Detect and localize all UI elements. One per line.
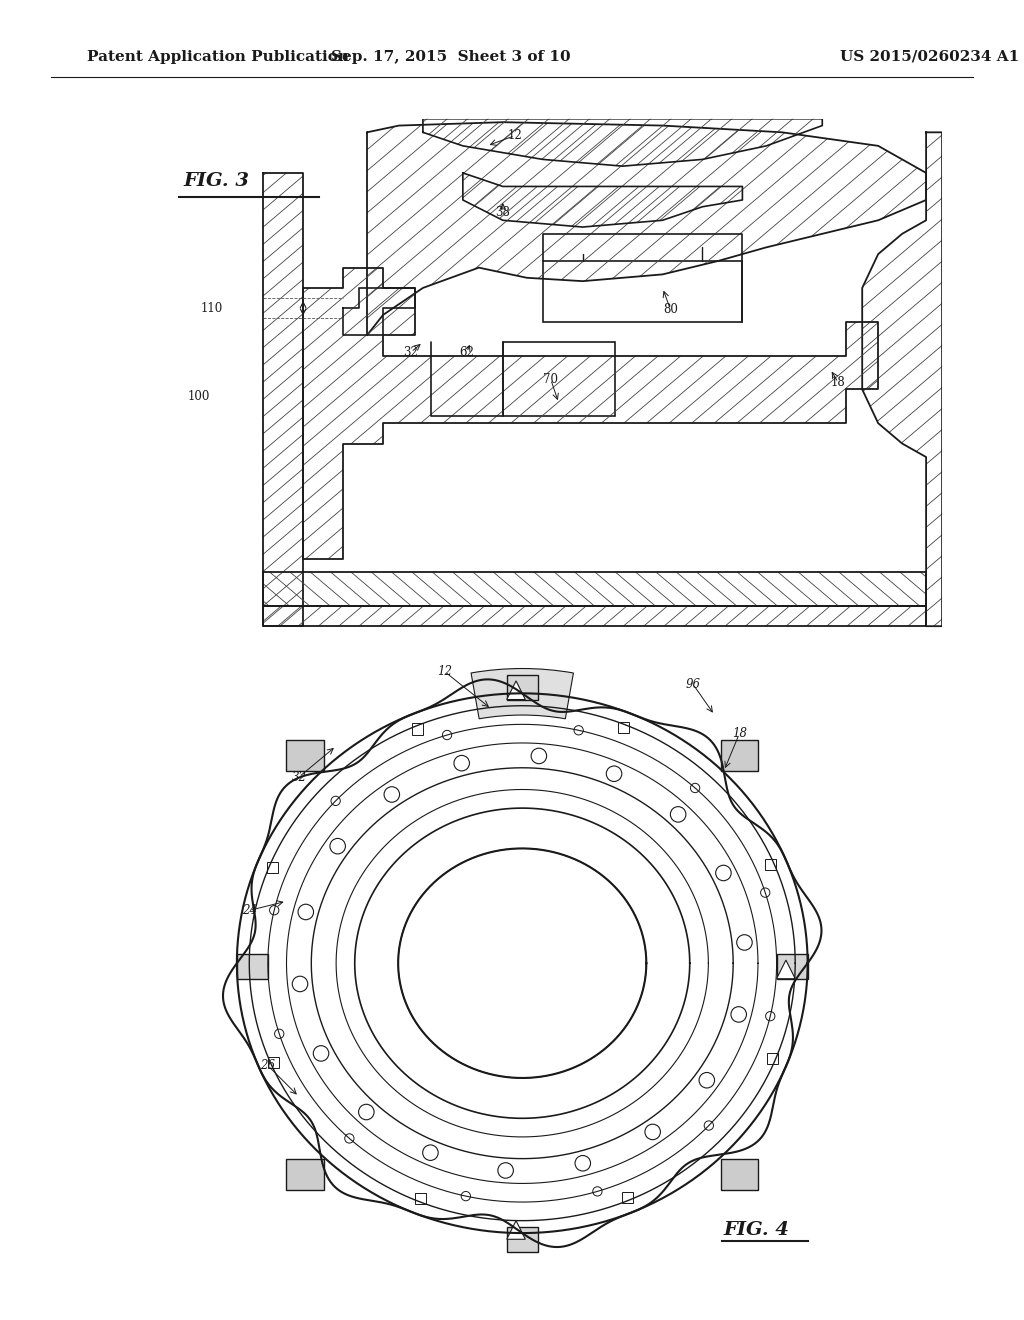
Bar: [618, 722, 630, 733]
Text: 100: 100: [188, 389, 211, 403]
Bar: [765, 858, 776, 870]
Bar: [721, 739, 758, 771]
Text: US 2015/0260234 A1: US 2015/0260234 A1: [840, 50, 1019, 63]
Bar: [767, 1053, 778, 1064]
Wedge shape: [471, 668, 573, 719]
Text: 24: 24: [242, 904, 257, 917]
Bar: [237, 954, 268, 978]
Text: 32: 32: [292, 771, 306, 784]
Text: 62: 62: [460, 346, 474, 359]
Text: 80: 80: [664, 304, 678, 315]
Text: FIG. 3: FIG. 3: [183, 173, 249, 190]
Text: 70: 70: [543, 372, 558, 385]
Text: 32: 32: [403, 346, 419, 359]
Text: 96: 96: [685, 677, 700, 690]
Polygon shape: [776, 960, 796, 978]
Bar: [776, 954, 808, 978]
Bar: [287, 739, 324, 771]
Bar: [415, 1193, 426, 1204]
Bar: [721, 1159, 758, 1189]
Text: 18: 18: [830, 376, 846, 389]
Text: 18: 18: [732, 727, 746, 741]
Bar: [543, 261, 742, 322]
Text: 110: 110: [200, 302, 222, 314]
Text: 26: 26: [260, 1059, 275, 1072]
Text: 38: 38: [496, 206, 510, 219]
Text: 12: 12: [437, 665, 453, 678]
Bar: [503, 342, 614, 417]
Bar: [268, 1057, 280, 1068]
Bar: [266, 862, 278, 873]
Bar: [412, 723, 423, 734]
Polygon shape: [507, 681, 525, 700]
Bar: [507, 1226, 538, 1251]
Bar: [622, 1192, 633, 1203]
Text: 12: 12: [507, 129, 522, 143]
Polygon shape: [507, 1221, 525, 1239]
Text: FIG. 4: FIG. 4: [724, 1221, 790, 1239]
Bar: [287, 1159, 324, 1189]
Bar: [507, 675, 538, 700]
Text: Patent Application Publication: Patent Application Publication: [87, 50, 349, 63]
Text: Sep. 17, 2015  Sheet 3 of 10: Sep. 17, 2015 Sheet 3 of 10: [331, 50, 570, 63]
